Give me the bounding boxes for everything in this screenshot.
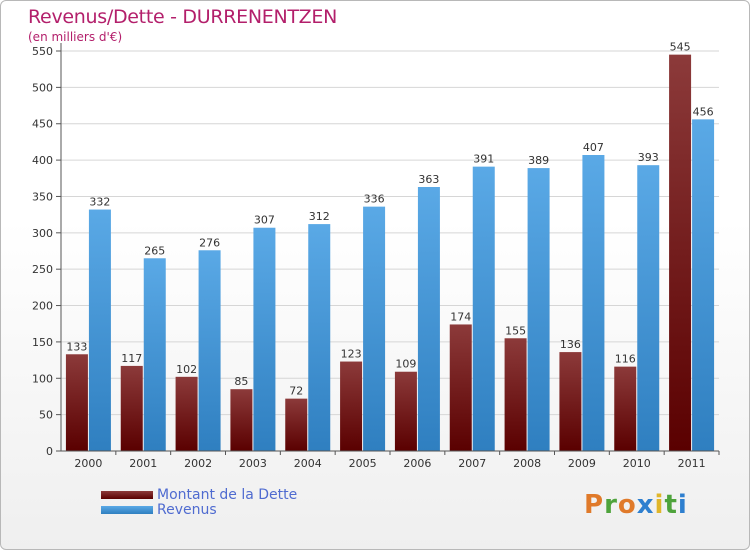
y-tick-label: 0: [46, 445, 53, 458]
bar-revenus: [143, 258, 166, 451]
bar-dette: [230, 389, 253, 451]
data-label-revenus: 265: [144, 244, 165, 257]
x-tick-label: 2002: [184, 457, 212, 470]
legend-label-dette: Montant de la Dette: [157, 486, 298, 503]
data-label-dette: 117: [121, 352, 142, 365]
x-tick-label: 2006: [403, 457, 431, 470]
grid-layer: [61, 50, 719, 452]
x-tick-label: 2004: [294, 457, 322, 470]
x-tick-label: 2003: [239, 457, 267, 470]
y-tick-label: 450: [32, 118, 53, 131]
logo-letter: o: [617, 490, 637, 520]
y-tick-label: 500: [32, 81, 53, 94]
bar-dette: [65, 354, 88, 451]
bar-revenus: [472, 166, 495, 452]
y-tick-label: 250: [32, 263, 53, 276]
logo-letter: r: [604, 490, 618, 520]
logo-letter: t: [664, 490, 678, 520]
bar-dette: [669, 54, 692, 452]
legend-swatch-revenus: [101, 505, 153, 514]
data-label-dette: 109: [395, 358, 416, 371]
y-tick-label: 100: [32, 372, 53, 385]
legend-item-revenus: Revenus: [101, 501, 297, 518]
data-label-revenus: 276: [199, 236, 220, 249]
bar-revenus: [363, 206, 386, 451]
legend-item-dette: Montant de la Dette: [101, 486, 298, 503]
data-label-dette: 123: [341, 348, 362, 361]
data-label-dette: 116: [615, 353, 636, 366]
bar-revenus: [253, 227, 276, 451]
bar-dette: [559, 352, 582, 451]
bar-dette: [449, 324, 472, 451]
bar-dette: [614, 366, 637, 451]
data-label-dette: 136: [560, 338, 581, 351]
y-tick-label: 200: [32, 300, 53, 313]
x-tick-label: 2001: [129, 457, 157, 470]
data-label-dette: 85: [234, 375, 248, 388]
bars-layer: [65, 54, 715, 452]
logo-letter: P: [584, 490, 605, 520]
bar-revenus: [692, 119, 715, 451]
chart-subtitle: (en milliers d'€): [28, 30, 123, 44]
x-tick-label: 2000: [74, 457, 102, 470]
proxiti-logo: Proxiti: [584, 490, 688, 520]
y-tick-label: 300: [32, 227, 53, 240]
data-label-revenus: 407: [583, 141, 604, 154]
bar-dette: [285, 398, 308, 451]
x-tick-label: 2008: [513, 457, 541, 470]
x-tick-label: 2005: [349, 457, 377, 470]
legend-swatch-dette: [101, 490, 153, 499]
bar-revenus: [88, 209, 111, 451]
data-label-revenus: 307: [254, 214, 275, 227]
bar-revenus: [637, 165, 660, 451]
data-label-dette: 133: [66, 340, 87, 353]
data-label-dette: 102: [176, 363, 197, 376]
bar-revenus: [527, 168, 550, 451]
x-tick-label: 2010: [623, 457, 651, 470]
bar-dette: [504, 338, 527, 451]
y-tick-label: 50: [39, 409, 53, 422]
y-tick-label: 400: [32, 154, 53, 167]
data-label-revenus: 391: [473, 153, 494, 166]
labels-layer: 133 332 117 265 102 276 85 307 72 312 123 336 109 363…: [66, 41, 713, 398]
bar-dette: [175, 376, 198, 451]
data-label-dette: 545: [670, 41, 691, 54]
data-label-revenus: 389: [528, 154, 549, 167]
bar-revenus: [417, 187, 440, 451]
bar-revenus: [198, 250, 221, 451]
x-tick-label: 2011: [678, 457, 706, 470]
x-tick-label: 2009: [568, 457, 596, 470]
data-label-dette: 72: [289, 385, 303, 398]
y-tick-label: 150: [32, 336, 53, 349]
data-label-revenus: 456: [693, 105, 714, 118]
y-tick-label: 550: [32, 45, 53, 58]
legend: Montant de la Dette Revenus: [101, 486, 298, 518]
axis-layer: 0 50 100 150 200 250 300 350 400 450 500 550 2000 200…: [32, 43, 720, 470]
bar-dette: [394, 371, 417, 451]
data-label-revenus: 336: [364, 193, 385, 206]
chart-title: Revenus/Dette - DURRENENTZEN: [28, 6, 338, 28]
bar-dette: [120, 365, 143, 451]
logo-letter: i: [677, 490, 688, 520]
data-label-dette: 155: [505, 324, 526, 337]
data-label-dette: 174: [450, 310, 471, 323]
bar-dette: [340, 361, 363, 451]
data-label-revenus: 312: [309, 210, 330, 223]
logo-letter: i: [654, 490, 665, 520]
logo-letter: x: [636, 490, 655, 520]
data-label-revenus: 393: [638, 151, 659, 164]
legend-label-revenus: Revenus: [157, 501, 217, 518]
x-tick-label: 2007: [458, 457, 486, 470]
y-tick-label: 350: [32, 190, 53, 203]
data-label-revenus: 332: [89, 196, 110, 209]
data-label-revenus: 363: [418, 173, 439, 186]
bar-revenus: [582, 155, 605, 451]
bar-revenus: [308, 224, 331, 451]
